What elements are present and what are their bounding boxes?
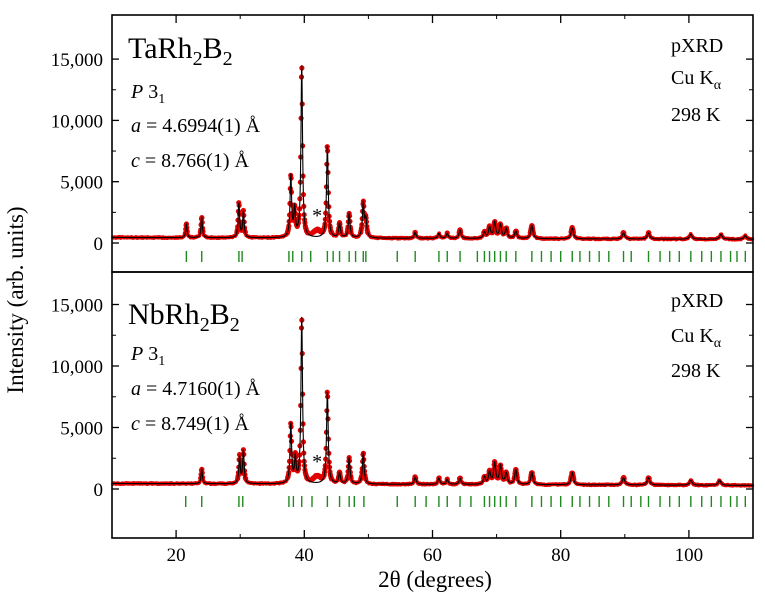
x-tick-label: 80 [551, 545, 570, 566]
lattice-c-label: c = 8.766(1) Å [131, 150, 249, 172]
impurity-marker: * [312, 205, 322, 227]
observed-series [111, 317, 755, 488]
radiation-label: Cu Kα [671, 67, 722, 93]
y-tick-label: 10,000 [51, 357, 103, 378]
panel-title: TaRh2B2 [128, 32, 233, 70]
lattice-a-label: a = 4.7160(1) Å [131, 378, 261, 400]
bragg-reflections [185, 251, 747, 262]
x-tick-label: 100 [675, 545, 704, 566]
bragg-reflections [185, 496, 747, 507]
method-label: pXRD [671, 35, 723, 57]
panel-nbrh2b2: NbRh2B2 P 31 a = 4.7160(1) Å c = 8.749(1… [111, 271, 755, 539]
y-tick-label: 5,000 [60, 173, 103, 194]
y-tick-label: 5,000 [60, 419, 103, 440]
y-tick-label: 0 [94, 234, 104, 255]
panel-frame [111, 271, 754, 539]
calculated-profile [112, 316, 753, 486]
impurity-marker: * [312, 451, 322, 473]
panel-tarh2b2: TaRh2B2 P 31 a = 4.6994(1) Å c = 8.766(1… [111, 14, 755, 273]
x-tick-label: 40 [295, 545, 314, 566]
calculated-profile [112, 65, 753, 240]
x-tick-label: 20 [167, 545, 186, 566]
method-label: pXRD [671, 290, 723, 312]
x-axis-title: 2θ (degrees) [378, 567, 492, 592]
space-group-label: P 31 [130, 81, 165, 107]
space-group-label: P 31 [130, 343, 165, 369]
lattice-c-label: c = 8.749(1) Å [131, 413, 249, 435]
temperature-label: 298 K [671, 104, 721, 126]
radiation-label: Cu Kα [671, 325, 722, 351]
observed-point [240, 207, 246, 214]
lattice-a-label: a = 4.6994(1) Å [131, 115, 261, 137]
y-tick-label: 0 [94, 480, 104, 501]
panel-title: NbRh2B2 [128, 298, 240, 336]
temperature-label: 298 K [671, 360, 721, 382]
y-tick-label: 15,000 [51, 296, 103, 317]
y-tick-label: 10,000 [51, 111, 103, 132]
y-tick-label: 15,000 [51, 50, 103, 71]
x-tick-label: 60 [423, 545, 442, 566]
y-axis-title: Intensity (arb. units) [3, 206, 28, 393]
